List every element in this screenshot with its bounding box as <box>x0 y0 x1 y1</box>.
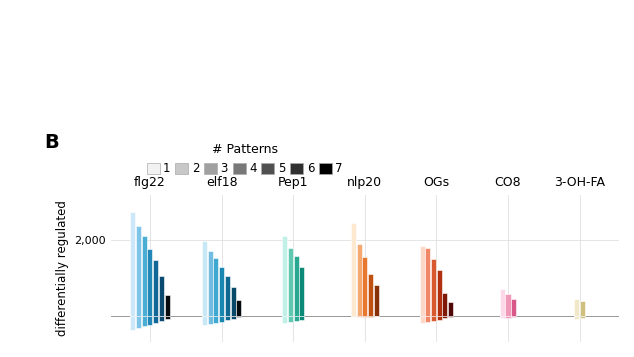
Bar <box>505 294 510 316</box>
Bar <box>148 250 152 316</box>
Bar <box>425 316 430 322</box>
Bar <box>231 316 236 319</box>
Bar <box>142 236 146 316</box>
Bar <box>431 259 436 316</box>
Bar <box>288 248 293 316</box>
Bar <box>219 316 224 322</box>
Bar <box>165 316 170 318</box>
Bar <box>511 298 516 316</box>
Y-axis label: differentially regulated: differentially regulated <box>56 200 68 336</box>
Bar <box>294 256 299 316</box>
Bar <box>136 226 141 316</box>
Bar <box>500 289 505 316</box>
Bar <box>299 316 304 320</box>
Bar <box>356 316 361 317</box>
Bar <box>159 316 164 321</box>
Bar <box>500 316 505 318</box>
Bar <box>207 251 212 316</box>
Bar <box>153 316 158 323</box>
Bar <box>202 316 207 325</box>
Bar <box>448 302 453 316</box>
Bar <box>299 267 304 316</box>
Bar <box>351 316 356 317</box>
Bar <box>356 244 361 316</box>
Bar <box>148 316 152 325</box>
Bar <box>437 270 442 316</box>
Bar <box>505 316 510 318</box>
Bar <box>130 316 135 330</box>
Bar <box>153 260 158 316</box>
Bar <box>448 316 453 317</box>
Legend: 1, 2, 3, 4, 5, 6, 7: 1, 2, 3, 4, 5, 6, 7 <box>142 139 347 180</box>
Bar <box>207 316 212 324</box>
Bar <box>130 212 135 316</box>
Bar <box>213 316 218 323</box>
Bar <box>236 300 242 316</box>
Bar <box>443 293 448 316</box>
Bar <box>373 285 378 316</box>
Bar <box>437 316 442 320</box>
Bar <box>420 316 425 323</box>
Bar <box>362 257 367 316</box>
Bar <box>368 274 373 316</box>
Bar <box>159 276 164 316</box>
Bar <box>580 301 585 316</box>
Bar <box>282 316 287 323</box>
Bar <box>288 316 293 322</box>
Bar <box>202 241 207 316</box>
Bar <box>420 246 425 316</box>
Bar <box>225 316 230 321</box>
Bar <box>225 276 230 316</box>
Bar <box>136 316 141 328</box>
Bar <box>574 316 579 318</box>
Bar <box>431 316 436 321</box>
Bar <box>574 298 579 316</box>
Bar <box>351 223 356 316</box>
Bar <box>362 316 367 317</box>
Bar <box>282 236 287 316</box>
Bar <box>231 287 236 316</box>
Bar <box>142 316 146 326</box>
Bar <box>213 258 218 316</box>
Bar <box>219 267 224 316</box>
Bar <box>236 316 242 317</box>
Bar <box>425 248 430 316</box>
Bar <box>511 316 516 317</box>
Bar <box>165 295 170 316</box>
Bar <box>443 316 448 318</box>
Bar <box>368 316 373 317</box>
Bar <box>580 316 585 318</box>
Bar <box>294 316 299 321</box>
Text: B: B <box>44 133 59 152</box>
